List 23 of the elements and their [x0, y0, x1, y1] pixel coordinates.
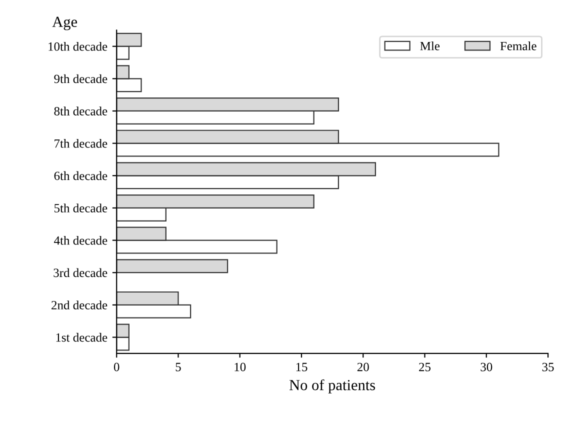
x-axis-title: No of patients — [289, 379, 376, 394]
x-tick-label: 35 — [542, 362, 554, 372]
y-tick-label: 3rd decade — [54, 268, 108, 278]
x-tick-label: 0 — [114, 362, 120, 372]
y-tick-label: 8th decade — [54, 106, 108, 116]
x-tick-label: 5 — [176, 362, 181, 372]
x-tick-label: 25 — [419, 362, 431, 372]
y-tick-label: 10th decade — [48, 42, 108, 51]
x-tick-label: 15 — [296, 362, 308, 372]
y-axis-title: Age — [52, 16, 78, 30]
y-tick-label: 9th decade — [54, 74, 108, 84]
legend-label: Mle — [420, 41, 440, 50]
y-tick-label: 7th decade — [54, 138, 108, 148]
x-tick-label: 30 — [480, 362, 492, 372]
y-tick-label: 4th decade — [54, 236, 108, 245]
y-tick-label: 2nd decade — [52, 300, 108, 310]
y-tick-label: 5th decade — [54, 204, 108, 212]
legend-label: Female — [500, 41, 536, 50]
y-tick-label: 6th decade — [54, 171, 108, 180]
x-tick-label: 20 — [357, 362, 369, 372]
bar — [116, 259, 228, 274]
x-tick-label: 10 — [234, 362, 246, 372]
y-tick-label: 1st decade — [56, 332, 108, 342]
